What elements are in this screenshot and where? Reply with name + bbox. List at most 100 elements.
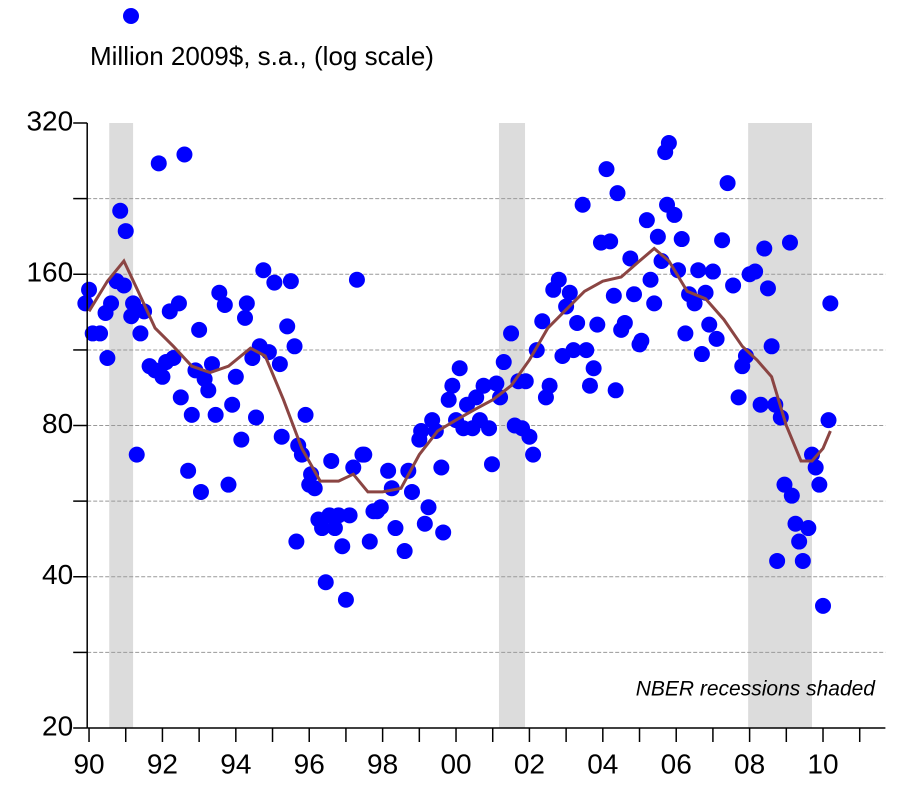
data-point	[420, 499, 437, 516]
data-point	[271, 356, 288, 373]
data-point	[341, 507, 358, 524]
data-point	[503, 325, 520, 342]
data-point	[708, 330, 725, 347]
data-point	[488, 375, 505, 392]
data-point	[714, 232, 731, 249]
data-point	[99, 350, 116, 367]
data-point	[180, 462, 197, 479]
data-point	[602, 233, 619, 250]
data-point	[534, 313, 551, 330]
data-point	[747, 263, 764, 280]
data-point	[237, 309, 254, 326]
data-point	[756, 240, 773, 257]
data-point	[238, 295, 255, 312]
data-point	[314, 520, 331, 537]
data-point	[334, 538, 351, 555]
data-point	[330, 507, 347, 524]
y-axis-label: Million 2009$, s.a., (log scale)	[90, 41, 434, 71]
data-point	[273, 428, 290, 445]
data-point	[306, 480, 323, 497]
x-tick-label: 02	[514, 748, 545, 779]
data-point	[170, 295, 187, 312]
data-point	[521, 428, 538, 445]
data-point	[288, 533, 305, 550]
y-tick-label: 160	[26, 257, 73, 288]
data-point	[791, 533, 808, 550]
data-point	[356, 446, 373, 463]
data-point	[172, 389, 189, 406]
data-point	[115, 277, 132, 294]
data-point	[783, 487, 800, 504]
data-point	[719, 175, 736, 192]
annotation: NBER recessions shaded	[636, 678, 877, 701]
data-point	[800, 520, 817, 537]
x-tick-label: 00	[440, 748, 471, 779]
legend-marker	[123, 8, 139, 24]
x-tick-label: 08	[734, 748, 765, 779]
data-point	[820, 412, 837, 429]
data-point	[794, 552, 811, 569]
y-tick-label: 320	[26, 105, 73, 136]
data-point	[433, 459, 450, 476]
trend-line	[87, 246, 832, 494]
data-point	[266, 274, 283, 291]
data-point	[822, 295, 839, 312]
data-point	[607, 382, 624, 399]
data-point	[638, 212, 655, 229]
data-point	[326, 520, 343, 537]
data-point	[646, 295, 663, 312]
data-point	[673, 231, 690, 248]
data-point	[569, 314, 586, 331]
data-point	[605, 287, 622, 304]
data-point	[495, 354, 512, 371]
data-point	[752, 396, 769, 413]
data-point	[759, 280, 776, 297]
data-point	[216, 296, 233, 313]
data-point	[670, 262, 687, 279]
data-point	[192, 483, 209, 500]
data-point	[475, 377, 492, 394]
data-point	[81, 281, 98, 298]
data-point	[123, 308, 140, 325]
data-point	[622, 250, 639, 267]
data-point	[525, 446, 542, 463]
data-point	[616, 314, 633, 331]
data-point	[561, 284, 578, 301]
data-point	[244, 350, 261, 367]
data-point	[317, 574, 334, 591]
data-point	[203, 356, 220, 373]
data-point	[154, 368, 171, 385]
data-point	[176, 146, 193, 163]
data-point	[451, 360, 468, 377]
data-point	[279, 318, 296, 335]
data-point	[781, 234, 798, 251]
data-point	[416, 515, 433, 532]
data-point	[815, 597, 832, 614]
data-point	[403, 483, 420, 500]
x-tick-label: 04	[587, 748, 618, 779]
x-tick-label: 92	[147, 748, 178, 779]
y-tick-label: 20	[42, 710, 73, 741]
data-point	[763, 338, 780, 355]
data-point	[626, 286, 643, 303]
x-tick-label: 98	[367, 748, 398, 779]
data-point	[693, 346, 710, 363]
data-point	[200, 382, 217, 399]
data-point	[224, 396, 241, 413]
data-point	[690, 262, 707, 279]
data-point	[581, 377, 598, 394]
data-point	[112, 202, 129, 219]
data-point	[598, 161, 615, 178]
data-point	[132, 325, 149, 342]
data-point	[730, 389, 747, 406]
data-point	[807, 459, 824, 476]
data-point	[361, 533, 378, 550]
data-point	[207, 406, 224, 423]
data-point	[589, 316, 606, 333]
data-point	[585, 360, 602, 377]
data-point	[125, 295, 142, 312]
data-point	[248, 409, 265, 426]
data-point	[677, 325, 694, 342]
data-point	[483, 456, 500, 473]
y-tick-label: 80	[42, 408, 73, 439]
